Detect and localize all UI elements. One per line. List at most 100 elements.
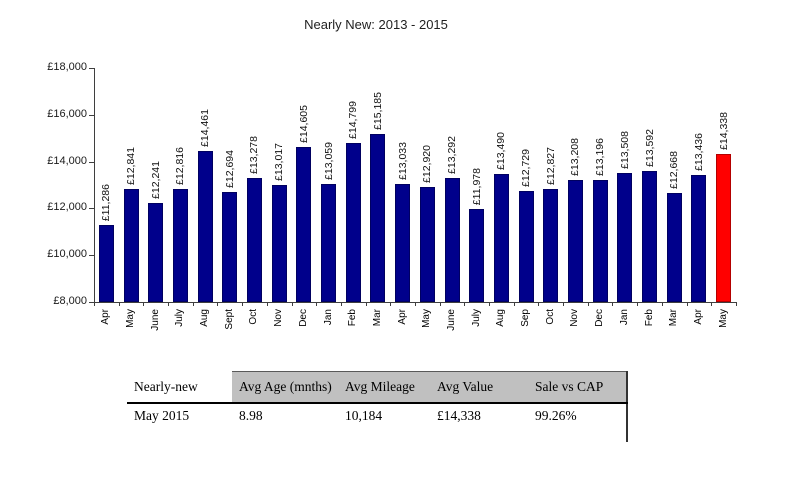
x-axis-category-label: Feb bbox=[347, 309, 358, 327]
y-axis-label: £10,000 bbox=[47, 248, 87, 261]
x-axis-tick bbox=[94, 302, 95, 306]
bar-value-label: £13,278 bbox=[248, 136, 260, 174]
chart-title: Nearly New: 2013 - 2015 bbox=[304, 17, 448, 32]
bar-dec-8 bbox=[296, 147, 311, 302]
x-axis-category-label: Aug bbox=[199, 309, 210, 327]
x-axis-tick bbox=[612, 302, 614, 306]
x-axis-category-label: Jan bbox=[323, 309, 334, 326]
x-axis-tick bbox=[291, 302, 293, 306]
bar-value-label: £12,920 bbox=[421, 145, 433, 183]
y-axis-label: £8,000 bbox=[53, 295, 87, 307]
x-axis-tick bbox=[143, 302, 145, 306]
bar-value-label: £13,033 bbox=[397, 142, 409, 180]
x-axis-tick bbox=[711, 302, 713, 306]
x-axis-tick bbox=[735, 302, 737, 306]
x-axis-category-label: July bbox=[471, 309, 482, 327]
x-axis-category-label: Nov bbox=[273, 309, 284, 327]
x-axis-category-label: Dec bbox=[594, 309, 605, 327]
x-axis-category-label: Sept bbox=[224, 309, 235, 330]
bar-apr-24 bbox=[691, 175, 706, 302]
bar-value-label: £12,668 bbox=[668, 151, 680, 189]
x-axis-tick bbox=[340, 302, 342, 306]
bar-nov-7 bbox=[272, 185, 287, 302]
bar-jan-21 bbox=[617, 173, 632, 302]
bar-value-label: £13,592 bbox=[644, 129, 656, 167]
y-axis-label: £16,000 bbox=[47, 107, 87, 120]
table-header-sale-vs-cap: Sale vs CAP bbox=[528, 371, 628, 404]
x-axis-category-label: Aug bbox=[495, 309, 506, 327]
y-axis-label: £14,000 bbox=[47, 154, 87, 167]
table-cell-avg-age: 8.98 bbox=[239, 407, 263, 423]
x-axis-tick bbox=[168, 302, 170, 306]
bar-value-label: £14,605 bbox=[298, 105, 310, 143]
bar-value-label: £13,017 bbox=[273, 143, 285, 181]
bar-may-13 bbox=[420, 187, 435, 302]
summary-table: Nearly-new Avg Age (mnths) Avg Mileage A… bbox=[127, 371, 628, 442]
x-axis-category-label: Jan bbox=[619, 309, 630, 326]
bar-value-label: £12,729 bbox=[520, 149, 532, 187]
x-axis-category-label: Apr bbox=[397, 309, 408, 325]
y-axis-label: £18,000 bbox=[47, 61, 87, 73]
y-axis-tick bbox=[89, 255, 94, 257]
bar-july-15 bbox=[469, 209, 484, 302]
bar-value-label: £13,292 bbox=[446, 136, 458, 174]
x-axis-category-label: Oct bbox=[545, 309, 556, 325]
bar-aug-4 bbox=[198, 151, 213, 302]
x-axis-tick bbox=[464, 302, 466, 306]
table-header-row: Nearly-new Avg Age (mnths) Avg Mileage A… bbox=[127, 371, 628, 404]
bar-mar-11 bbox=[370, 134, 385, 302]
bar-value-label: £13,508 bbox=[619, 131, 631, 169]
bar-value-label: £13,436 bbox=[693, 133, 705, 171]
x-axis-tick bbox=[686, 302, 688, 306]
bar-value-label: £13,490 bbox=[495, 132, 507, 170]
x-axis-tick bbox=[513, 302, 515, 306]
x-axis-category-label: Sep bbox=[520, 309, 531, 327]
table-cell-avg-value: £14,338 bbox=[437, 407, 481, 423]
bar-mar-23 bbox=[667, 193, 682, 302]
table-cell-sale-vs-cap: 99.26% bbox=[528, 402, 628, 442]
table-cell-avg-mileage: 10,184 bbox=[345, 407, 383, 423]
y-axis-tick bbox=[89, 302, 94, 303]
bar-value-label: £15,185 bbox=[372, 92, 384, 130]
x-axis-tick bbox=[414, 302, 416, 306]
x-axis-category-label: Apr bbox=[693, 309, 704, 325]
x-axis-category-label: Nov bbox=[569, 309, 580, 327]
x-axis-category-label: Mar bbox=[668, 309, 679, 327]
x-axis-category-label: May bbox=[125, 309, 136, 328]
y-axis-tick bbox=[89, 114, 94, 116]
y-axis-tick bbox=[89, 161, 94, 163]
table-header-avg-mileage: Avg Mileage bbox=[338, 371, 430, 404]
bar-value-label: £12,694 bbox=[224, 150, 236, 188]
bar-value-label: £14,799 bbox=[347, 101, 359, 139]
table-cell-month: May 2015 bbox=[134, 407, 190, 423]
table-header-avg-value: Avg Value bbox=[430, 371, 528, 404]
y-axis-tick bbox=[89, 68, 94, 69]
x-axis-tick bbox=[637, 302, 639, 306]
bar-nov-19 bbox=[568, 180, 583, 302]
x-axis-category-label: Feb bbox=[644, 309, 655, 327]
x-axis-tick bbox=[563, 302, 565, 306]
bar-oct-6 bbox=[247, 178, 262, 302]
bar-june-14 bbox=[445, 178, 460, 302]
bar-value-label: £12,827 bbox=[545, 147, 557, 185]
bar-value-label: £13,059 bbox=[323, 142, 335, 180]
x-axis-category-label: May bbox=[421, 309, 432, 328]
bar-apr-12 bbox=[395, 184, 410, 302]
x-axis-category-label: Mar bbox=[372, 309, 383, 327]
bar-apr-0 bbox=[99, 225, 114, 302]
bar-oct-18 bbox=[543, 189, 558, 302]
y-axis-label: £12,000 bbox=[47, 201, 87, 214]
y-axis-tick bbox=[89, 208, 94, 210]
bar-dec-20 bbox=[593, 180, 608, 302]
x-axis-tick bbox=[217, 302, 219, 306]
bar-value-label: £13,208 bbox=[569, 138, 581, 176]
x-axis-category-label: Apr bbox=[100, 309, 111, 325]
x-axis-category-label: July bbox=[174, 309, 185, 327]
bar-feb-10 bbox=[346, 143, 361, 302]
bar-sep-17 bbox=[519, 191, 534, 302]
bar-sept-5 bbox=[222, 192, 237, 302]
x-axis-tick bbox=[316, 302, 318, 306]
x-axis-tick bbox=[489, 302, 491, 306]
x-axis-category-label: May bbox=[718, 309, 729, 328]
